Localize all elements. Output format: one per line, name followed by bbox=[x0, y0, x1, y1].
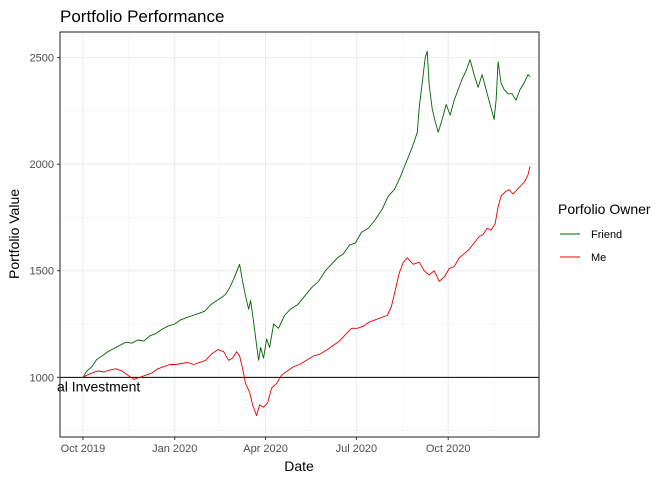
plot-panel: al Investment bbox=[57, 31, 540, 438]
initial-investment-label: al Investment bbox=[57, 378, 140, 394]
x-axis-ticks: Oct 2019 Jan 2020 Apr 2020 Jul 2020 Oct 2020 bbox=[61, 437, 471, 455]
series-lines bbox=[82, 50, 531, 417]
chart-title: Portfolio Performance bbox=[60, 7, 224, 26]
legend-items: Friend Me bbox=[560, 229, 622, 264]
legend-label-me: Me bbox=[591, 252, 606, 264]
minor-gridlines bbox=[60, 32, 539, 437]
y-tick-label: 2000 bbox=[30, 159, 54, 171]
legend: Porfolio Owner Friend Me bbox=[558, 201, 651, 264]
x-tick-label: Oct 2019 bbox=[61, 443, 106, 455]
x-axis-title: Date bbox=[284, 458, 314, 474]
x-tick-label: Jul 2020 bbox=[336, 443, 378, 455]
y-tick-label: 2500 bbox=[30, 53, 54, 65]
legend-title: Porfolio Owner bbox=[558, 201, 651, 217]
y-tick-label: 1500 bbox=[30, 266, 54, 278]
y-axis-ticks: 1000 1500 2000 2500 bbox=[30, 53, 60, 384]
legend-label-friend: Friend bbox=[591, 229, 622, 241]
series-line-friend bbox=[82, 50, 531, 378]
plot-background bbox=[60, 32, 539, 437]
series-line-me bbox=[82, 166, 531, 417]
y-tick-label: 1000 bbox=[30, 372, 54, 384]
x-tick-label: Oct 2020 bbox=[426, 443, 471, 455]
x-tick-label: Jan 2020 bbox=[152, 443, 197, 455]
y-axis-title: Portfolio Value bbox=[6, 189, 22, 279]
plot-border bbox=[59, 31, 540, 438]
x-tick-label: Apr 2020 bbox=[243, 443, 288, 455]
